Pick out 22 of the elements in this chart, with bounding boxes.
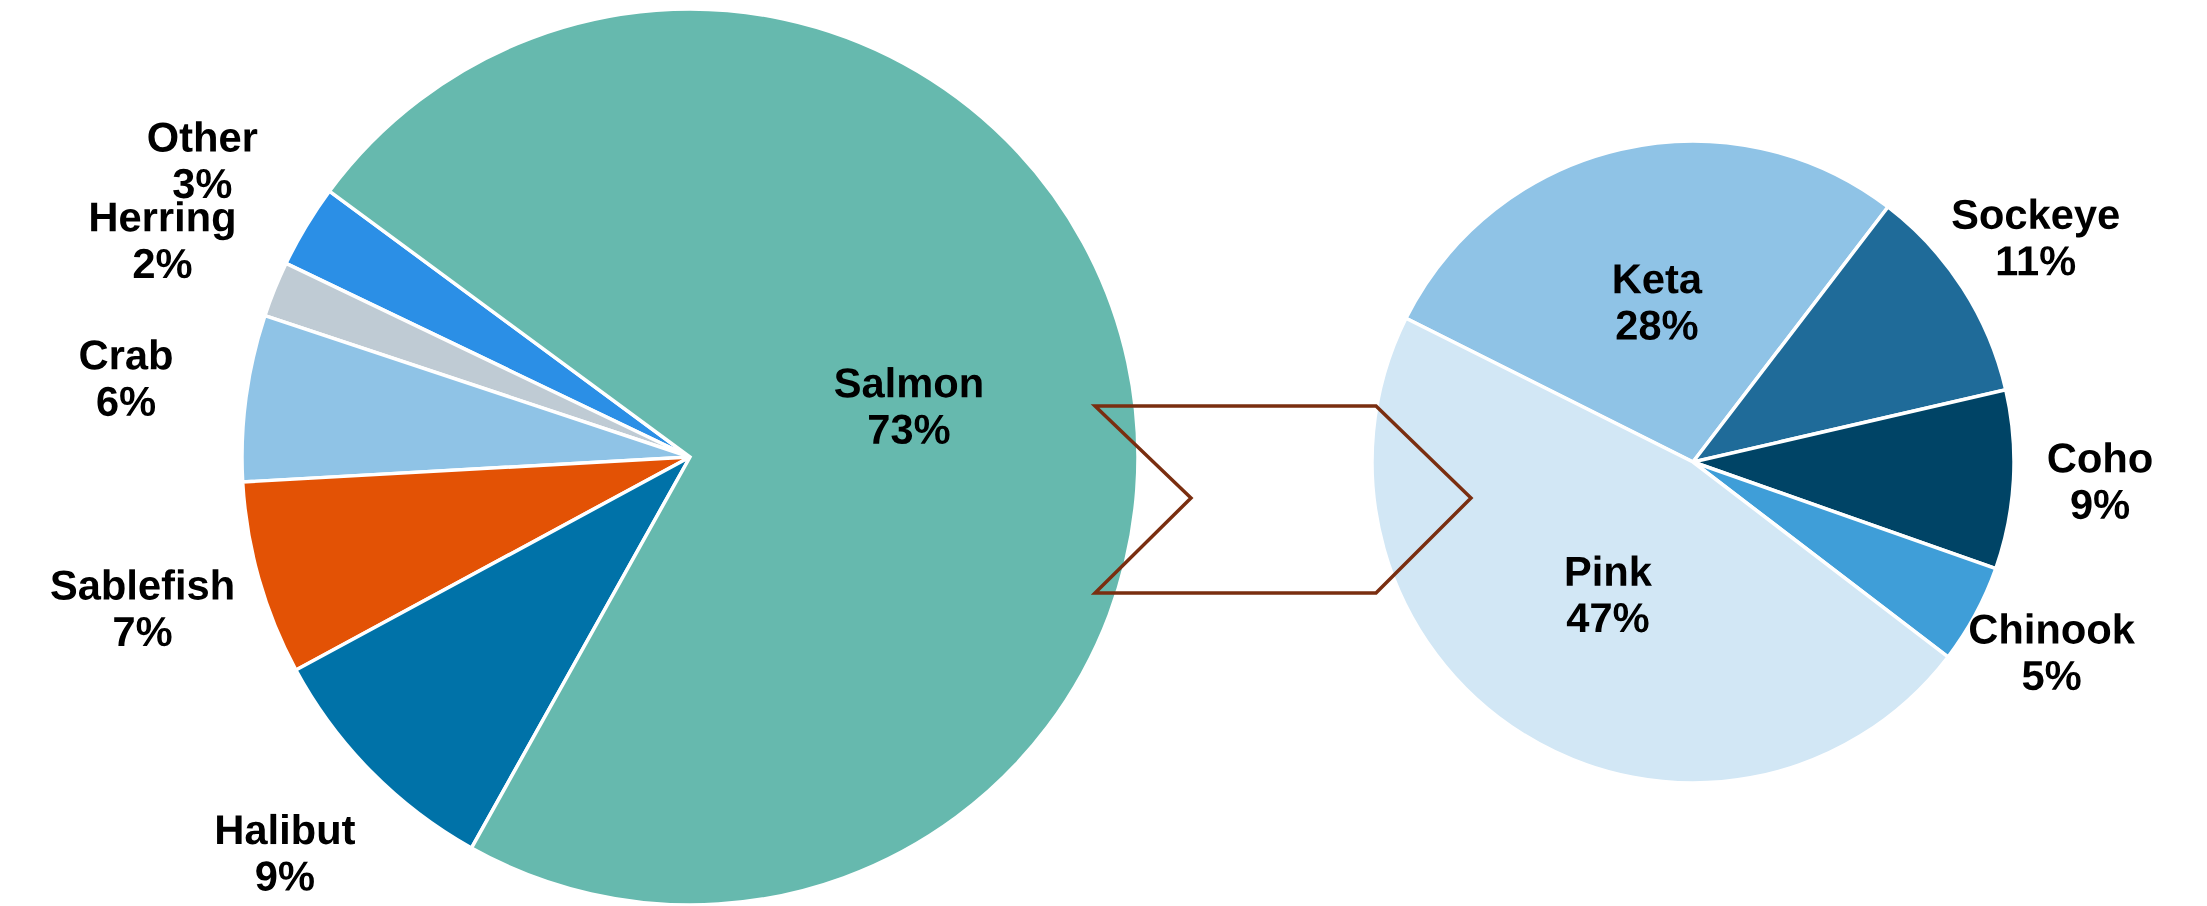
slice-label: Crab	[80, 339, 172, 370]
slice-label: Coho	[2048, 442, 2152, 473]
slice-label: Chinook	[1970, 613, 2135, 644]
slice-label: Sablefish	[51, 569, 233, 600]
data-label: 11%	[1997, 246, 2076, 276]
slice-label: Keta	[1614, 264, 1703, 294]
slice-label: Sockeye	[1952, 198, 2119, 238]
data-label: 28%	[1616, 310, 1698, 340]
slice-label: Other	[148, 121, 258, 152]
slice-label: Pink	[1566, 555, 1652, 586]
data-label: 9%	[256, 861, 314, 891]
data-label: 2%	[133, 248, 192, 279]
data-label: 73%	[869, 414, 950, 445]
data-label: 6%	[97, 386, 156, 417]
data-label: 5%	[2022, 660, 2081, 691]
data-label: 47%	[1566, 603, 1649, 633]
data-label: 7%	[114, 616, 172, 647]
data-label: 9%	[2071, 489, 2130, 520]
slice-label: Salmon	[834, 367, 982, 398]
data-label: 3%	[173, 168, 232, 199]
slice-label: Herring	[91, 201, 234, 241]
slice-label: Halibut	[217, 813, 355, 845]
